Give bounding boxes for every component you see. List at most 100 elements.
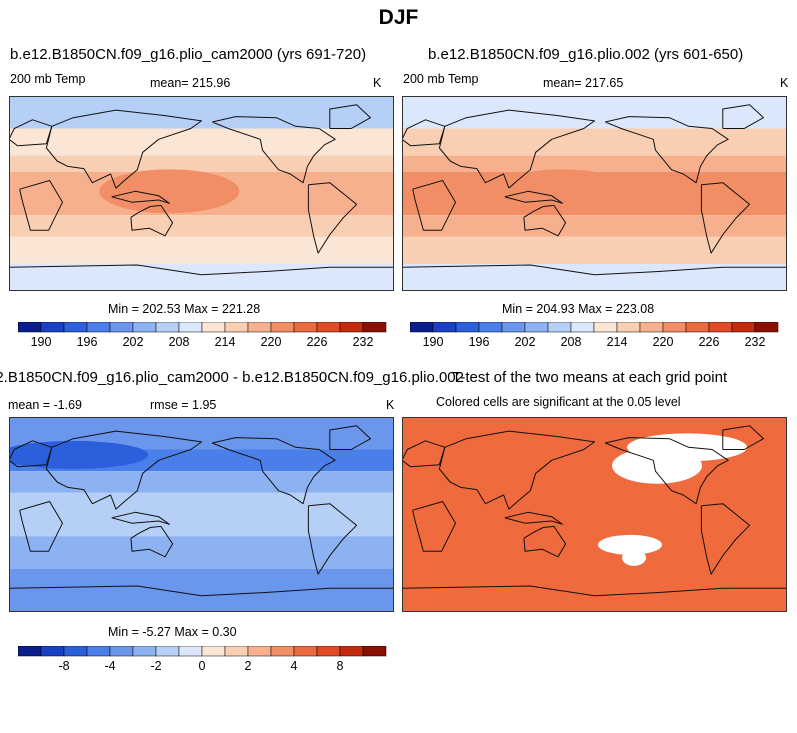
colorbar-tick-label: 2 xyxy=(245,659,252,673)
panel1-minmax: Min = 202.53 Max = 221.28 xyxy=(108,302,261,316)
coastline xyxy=(504,190,563,204)
panel4-map xyxy=(402,417,787,612)
colorbar-segment xyxy=(685,322,710,333)
map-frame xyxy=(402,417,787,612)
panel2-variable-label: 200 mb Temp xyxy=(403,72,479,86)
colorbar-segment xyxy=(410,322,434,333)
antarctic-coastline xyxy=(9,585,394,597)
coastline xyxy=(523,204,567,237)
panel1-units: K xyxy=(373,76,382,90)
colorbar-segment xyxy=(18,646,42,657)
panel1-map xyxy=(9,96,394,291)
zonal-band xyxy=(402,215,787,237)
colorbar-segment xyxy=(40,646,65,657)
map-frame xyxy=(9,96,394,291)
colorbar-segment xyxy=(63,322,88,333)
coastline xyxy=(19,501,63,552)
coastline xyxy=(605,116,729,184)
panel1-colorbar: 190 196 202 208 214 220 226 232 xyxy=(18,322,387,349)
colorbar-tick-label: 202 xyxy=(515,335,536,349)
colorbar-segment xyxy=(339,646,364,657)
coastline xyxy=(438,430,595,510)
colorbar-segment xyxy=(570,322,595,333)
colorbar-segment xyxy=(63,646,88,657)
coastline xyxy=(130,525,174,558)
colorbar-tick-label: 4 xyxy=(291,659,298,673)
zonal-band xyxy=(9,96,394,129)
colorbar-segment xyxy=(593,322,618,333)
colorbar-segment xyxy=(18,322,42,333)
colorbar-segment xyxy=(547,322,572,333)
coastline xyxy=(307,503,358,575)
coastline xyxy=(700,182,751,254)
colorbar-segment xyxy=(316,322,341,333)
colorbar-segment xyxy=(155,646,180,657)
not-significant-area xyxy=(622,549,646,566)
coastline xyxy=(307,182,358,254)
zonal-band xyxy=(9,215,394,237)
colorbar-segment xyxy=(40,322,65,333)
colorbar-tick-label: 214 xyxy=(215,335,236,349)
zonal-band xyxy=(402,128,787,156)
colorbar-tick-label: 202 xyxy=(123,335,144,349)
coastline xyxy=(111,190,170,204)
colorbar-segment xyxy=(109,322,134,333)
colorbar-tick-label: 190 xyxy=(31,335,52,349)
colorbar-segment xyxy=(132,322,157,333)
colorbar-segment xyxy=(754,322,779,333)
panel3-minmax: Min = -5.27 Max = 0.30 xyxy=(108,625,237,639)
zonal-band xyxy=(9,128,394,156)
zonal-band xyxy=(402,155,787,172)
colorbar-segment xyxy=(362,646,387,657)
panel2-title: b.e12.B1850CN.f09_g16.plio.002 (yrs 601-… xyxy=(428,46,744,63)
colorbar-segment xyxy=(224,322,249,333)
colorbar-segment xyxy=(224,646,249,657)
zonal-band xyxy=(402,236,787,264)
panel3-rmse: rmse = 1.95 xyxy=(150,398,217,412)
not-significant-area xyxy=(612,447,702,484)
antarctic-coastline xyxy=(402,585,787,597)
panel3-colorbar: -8 -4 -2 0 2 4 8 xyxy=(18,646,387,673)
colorbar-segment xyxy=(616,322,641,333)
colorbar-segment xyxy=(155,322,180,333)
panel3-map xyxy=(9,417,394,612)
coastline xyxy=(45,430,202,510)
colorbar-segment xyxy=(86,322,111,333)
panel4-subtitle: Colored cells are significant at the 0.0… xyxy=(436,395,681,409)
zonal-band xyxy=(402,96,787,129)
colorbar-segment xyxy=(86,646,111,657)
zonal-band xyxy=(9,568,394,612)
colorbar-segment xyxy=(247,322,272,333)
figure-title: DJF xyxy=(378,6,419,29)
colorbar-tick-label: 208 xyxy=(169,335,190,349)
colorbar-segment xyxy=(524,322,549,333)
colorbar-segment xyxy=(501,322,526,333)
tropical-maximum xyxy=(492,169,633,214)
colorbar-tick-label: 196 xyxy=(469,335,490,349)
colorbar-segment xyxy=(639,322,664,333)
coastline xyxy=(412,501,456,552)
colorbar-tick-label: -8 xyxy=(58,659,69,673)
panel1-mean: mean= 215.96 xyxy=(150,76,231,90)
coastline xyxy=(402,119,446,147)
coastline xyxy=(412,180,456,231)
panel2-colorbar: 190 196 202 208 214 220 226 232 xyxy=(410,322,779,349)
colorbar-tick-label: 220 xyxy=(653,335,674,349)
colorbar-tick-label: 190 xyxy=(423,335,444,349)
coastline xyxy=(329,425,371,450)
antarctic-coastline xyxy=(9,264,394,276)
coastline xyxy=(402,440,446,468)
zonal-band xyxy=(9,155,394,172)
coastline xyxy=(329,104,371,129)
colorbar-segment xyxy=(731,322,756,333)
coastline xyxy=(504,511,563,525)
panel2-map xyxy=(402,96,787,291)
colorbar-segment xyxy=(316,646,341,657)
colorbar-segment xyxy=(178,646,203,657)
colorbar-tick-label: 0 xyxy=(199,659,206,673)
colorbar-segment xyxy=(362,322,387,333)
zonal-band xyxy=(9,471,394,493)
colorbar-tick-label: 226 xyxy=(699,335,720,349)
zonal-band xyxy=(9,536,394,569)
coastline xyxy=(212,437,336,505)
